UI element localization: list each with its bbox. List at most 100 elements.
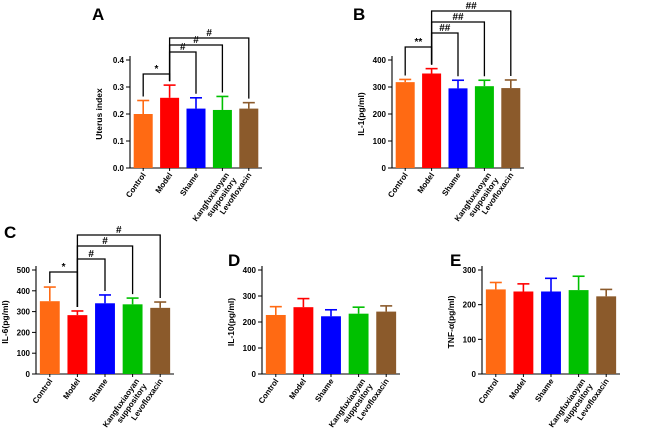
y-axis-label: TNF-α(pg/ml) <box>446 295 456 348</box>
bar <box>541 291 561 374</box>
significance-bracket <box>76 258 106 307</box>
x-tick-label: Model <box>507 377 528 401</box>
y-tick-label: 200 <box>17 328 31 337</box>
y-tick-label: 300 <box>243 292 257 301</box>
bar <box>160 97 180 168</box>
significance-label: * <box>62 262 66 273</box>
y-tick-label: 100 <box>373 137 387 146</box>
y-tick-label: 400 <box>373 56 387 65</box>
y-tick-label: 0.1 <box>113 137 125 146</box>
y-tick-label: 0 <box>382 164 387 173</box>
y-tick-label: 100 <box>243 344 257 353</box>
y-axis-label: IL-10(pg/ml) <box>226 298 236 346</box>
y-tick-label: 200 <box>463 301 477 310</box>
bar <box>474 86 494 168</box>
y-tick-label: 400 <box>17 287 31 296</box>
y-axis-label: IL-6(pg/ml) <box>0 300 10 344</box>
significance-bracket <box>430 32 459 77</box>
significance-bracket <box>168 37 250 99</box>
bar <box>95 303 115 374</box>
x-tick-label: Shame <box>87 377 110 404</box>
x-tick-label: Model <box>287 377 308 401</box>
y-tick-label: 0.2 <box>113 110 125 119</box>
bar <box>513 291 534 374</box>
y-axis-label: IL-1(pg/ml) <box>356 92 366 136</box>
bar <box>596 296 617 374</box>
bar <box>293 307 314 374</box>
bar <box>376 311 397 374</box>
significance-label: # <box>116 225 122 236</box>
bar <box>501 88 521 168</box>
bar <box>321 316 341 374</box>
panel-e: E 0 100 200 300 TNF-α(pg/ml) Control Model Shame… <box>446 251 620 429</box>
x-tick-label: Model <box>416 171 437 195</box>
bar <box>212 109 232 168</box>
x-tick-label: Control <box>386 171 410 199</box>
bar <box>133 114 153 168</box>
significance-label: # <box>206 28 212 39</box>
y-tick-label: 0 <box>26 370 31 379</box>
panel-letter: E <box>450 251 461 270</box>
y-tick-label: 400 <box>243 266 257 275</box>
bar <box>395 82 415 168</box>
bar <box>348 313 369 374</box>
y-tick-label: 0 <box>252 370 257 379</box>
bar <box>150 307 171 374</box>
y-tick-label: 0.0 <box>113 164 125 173</box>
x-tick-label: Model <box>61 377 82 401</box>
panel-letter: D <box>228 251 240 270</box>
significance-label: ## <box>439 23 451 34</box>
significance-bracket <box>76 234 161 307</box>
significance-bracket <box>430 10 512 76</box>
panel-b: B 0 100 200 300 400 IL-1(pg/ml) Control Model Sha… <box>353 1 524 223</box>
bar <box>239 108 259 168</box>
bar <box>568 290 589 374</box>
x-tick-label: Shame <box>178 171 201 198</box>
significance-label: # <box>180 42 186 53</box>
bar <box>265 314 286 374</box>
y-tick-label: 300 <box>463 266 477 275</box>
x-tick-label: Control <box>31 377 55 405</box>
significance-bracket <box>168 51 197 94</box>
y-tick-label: 200 <box>373 110 387 119</box>
y-axis-label: Uterus index <box>94 88 104 140</box>
panel-letter: C <box>4 223 16 242</box>
y-tick-label: 100 <box>463 335 477 344</box>
panel-letter: B <box>353 5 365 24</box>
x-tick-label: Control <box>477 377 501 405</box>
x-tick-label: Model <box>154 171 175 195</box>
significance-label: * <box>154 64 158 75</box>
bar <box>448 88 468 168</box>
y-tick-label: 200 <box>243 318 257 327</box>
bar <box>67 315 88 374</box>
bar <box>39 301 60 374</box>
significance-label: # <box>193 35 199 46</box>
y-tick-label: 100 <box>17 349 31 358</box>
y-tick-label: 0.4 <box>113 56 125 65</box>
panel-a: A 0.0 0.1 0.2 0.3 0.4 Uterus index Control Model… <box>92 5 262 223</box>
y-tick-label: 0 <box>472 370 477 379</box>
x-tick-label: Shame <box>313 377 336 404</box>
bar <box>422 73 442 168</box>
x-tick-label: Shame <box>533 377 556 404</box>
significance-label: # <box>88 249 94 260</box>
y-tick-label: 0.3 <box>113 83 125 92</box>
bar <box>485 289 506 374</box>
x-tick-label: Control <box>124 171 148 199</box>
bar <box>186 108 206 168</box>
significance-label: # <box>102 236 108 247</box>
y-tick-label: 300 <box>373 83 387 92</box>
panel-letter: A <box>92 5 104 24</box>
panel-c: C 0 100 200 300 400 500 IL-6(pg/ml) Control Model… <box>0 223 174 429</box>
y-tick-label: 300 <box>17 308 31 317</box>
significance-label: ## <box>452 12 464 23</box>
significance-label: ## <box>466 1 478 12</box>
y-tick-label: 500 <box>17 266 31 275</box>
significance-bracket <box>404 46 433 76</box>
bar <box>122 304 143 374</box>
panel-d: D 0 100 200 300 400 IL-10(pg/ml) Control Model Sh… <box>226 251 400 429</box>
x-tick-label: Shame <box>440 171 463 198</box>
x-tick-label: Control <box>257 377 281 405</box>
significance-label: ** <box>415 37 423 48</box>
